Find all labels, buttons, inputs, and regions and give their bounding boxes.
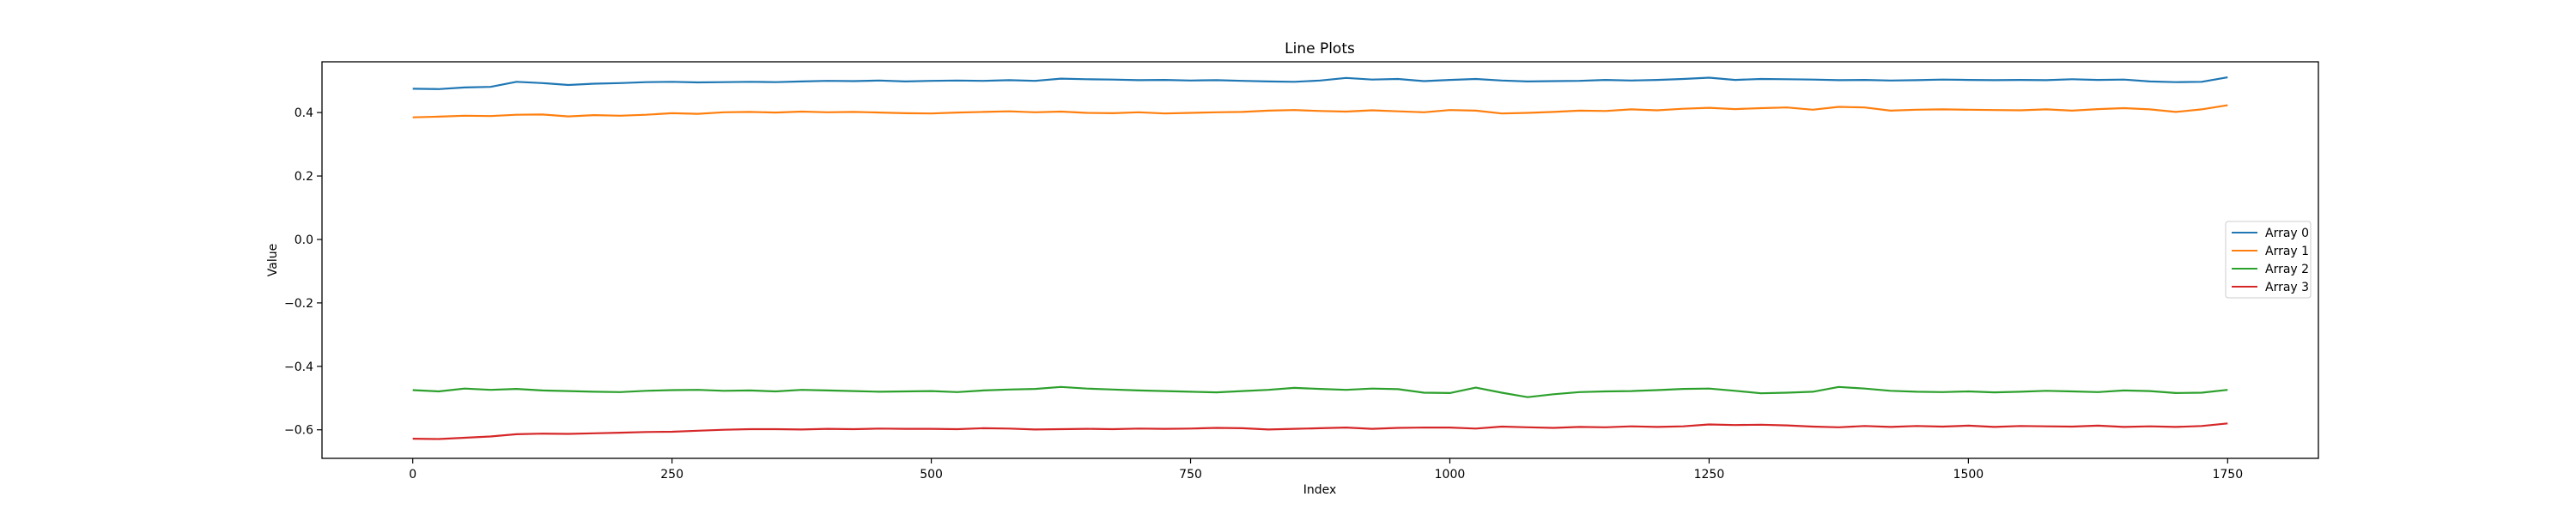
- legend: Array 0 Array 1 Array 2 Array 3: [2225, 221, 2312, 299]
- x-tick-label: 500: [920, 468, 943, 482]
- y-axis-ticks: −0.6 −0.4 −0.2 0.0 0.2 0.4: [284, 106, 322, 438]
- x-axis-label: Index: [1303, 483, 1337, 497]
- x-tick-label: 250: [660, 468, 683, 482]
- series-line-array-0: [412, 76, 2228, 90]
- x-tick-label: 1000: [1435, 468, 1466, 482]
- y-tick-label: 0.2: [295, 170, 313, 184]
- x-tick-label: 0: [409, 468, 416, 482]
- series-line-array-3: [412, 422, 2228, 440]
- x-tick-label: 1750: [2212, 468, 2243, 482]
- series-line-array-1: [412, 104, 2228, 118]
- chart-title: Line Plots: [1285, 40, 1355, 58]
- y-tick-label: 0.4: [295, 106, 313, 120]
- x-tick-label: 1250: [1694, 468, 1725, 482]
- x-tick-label: 750: [1179, 468, 1202, 482]
- series-line-array-2: [412, 385, 2228, 398]
- y-tick-label: 0.0: [295, 233, 313, 247]
- y-tick-label: −0.6: [284, 424, 313, 438]
- x-axis-ticks: 0 250 500 750 1000 1250 1500 1750: [409, 458, 2243, 482]
- legend-label-array-0: Array 0: [2265, 227, 2309, 240]
- series-lines: [412, 76, 2228, 440]
- plot-area-frame: [321, 61, 2319, 459]
- y-tick-label: −0.4: [284, 360, 313, 374]
- legend-box: [2225, 221, 2312, 299]
- x-tick-label: 1500: [1953, 468, 1984, 482]
- y-axis-label: Value: [266, 244, 280, 276]
- legend-label-array-1: Array 1: [2265, 245, 2309, 258]
- legend-label-array-3: Array 3: [2265, 281, 2309, 294]
- legend-label-array-2: Array 2: [2265, 263, 2309, 276]
- y-tick-label: −0.2: [284, 297, 313, 311]
